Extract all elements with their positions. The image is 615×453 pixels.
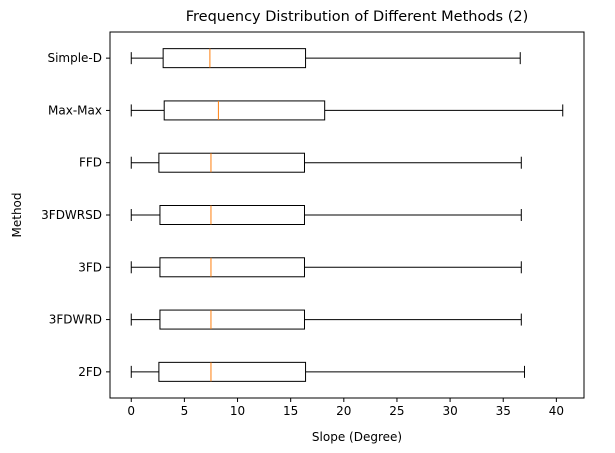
x-tick-label: 40 bbox=[549, 404, 564, 418]
iqr-box bbox=[162, 48, 307, 69]
iqr-box bbox=[158, 152, 305, 173]
x-tick-label: 25 bbox=[389, 404, 404, 418]
box-2fd bbox=[130, 361, 525, 382]
x-tick-label: 15 bbox=[283, 404, 298, 418]
plot-area bbox=[130, 48, 564, 382]
box-ffd bbox=[130, 152, 522, 173]
iqr-box bbox=[158, 361, 307, 382]
x-axis-label: Slope (Degree) bbox=[312, 430, 402, 444]
x-tick-label: 0 bbox=[127, 404, 135, 418]
x-tick-label: 30 bbox=[442, 404, 457, 418]
box-3fd bbox=[130, 257, 522, 278]
y-axis: 2FD 3FDWRD 3FD 3FDWRSD FFD Max-Max Simple-D bbox=[41, 51, 110, 379]
x-tick-label: 10 bbox=[230, 404, 245, 418]
y-tick-label: 3FD bbox=[78, 260, 102, 274]
chart-title: Frequency Distribution of Different Meth… bbox=[186, 9, 529, 25]
iqr-box bbox=[159, 309, 305, 330]
box-3fdwrd bbox=[130, 309, 522, 330]
iqr-box bbox=[163, 100, 326, 121]
box-simple-d bbox=[130, 48, 521, 69]
y-tick-label: 2FD bbox=[78, 365, 102, 379]
iqr-box bbox=[159, 257, 305, 278]
box-max-max bbox=[130, 100, 564, 121]
box-3fdwrsd bbox=[130, 205, 522, 225]
x-tick-label: 20 bbox=[336, 404, 351, 418]
y-tick-label: 3FDWRSD bbox=[41, 208, 102, 222]
x-tick-label: 35 bbox=[496, 404, 511, 418]
y-axis-label: Method bbox=[10, 192, 24, 237]
y-tick-label: Max-Max bbox=[48, 103, 102, 117]
y-tick-label: FFD bbox=[79, 156, 102, 170]
x-tick-label: 5 bbox=[181, 404, 189, 418]
y-tick-label: 3FDWRD bbox=[49, 313, 102, 327]
x-axis: 0 5 10 15 20 25 30 35 40 bbox=[127, 398, 564, 418]
y-tick-label: Simple-D bbox=[47, 51, 102, 65]
iqr-box bbox=[159, 205, 305, 225]
